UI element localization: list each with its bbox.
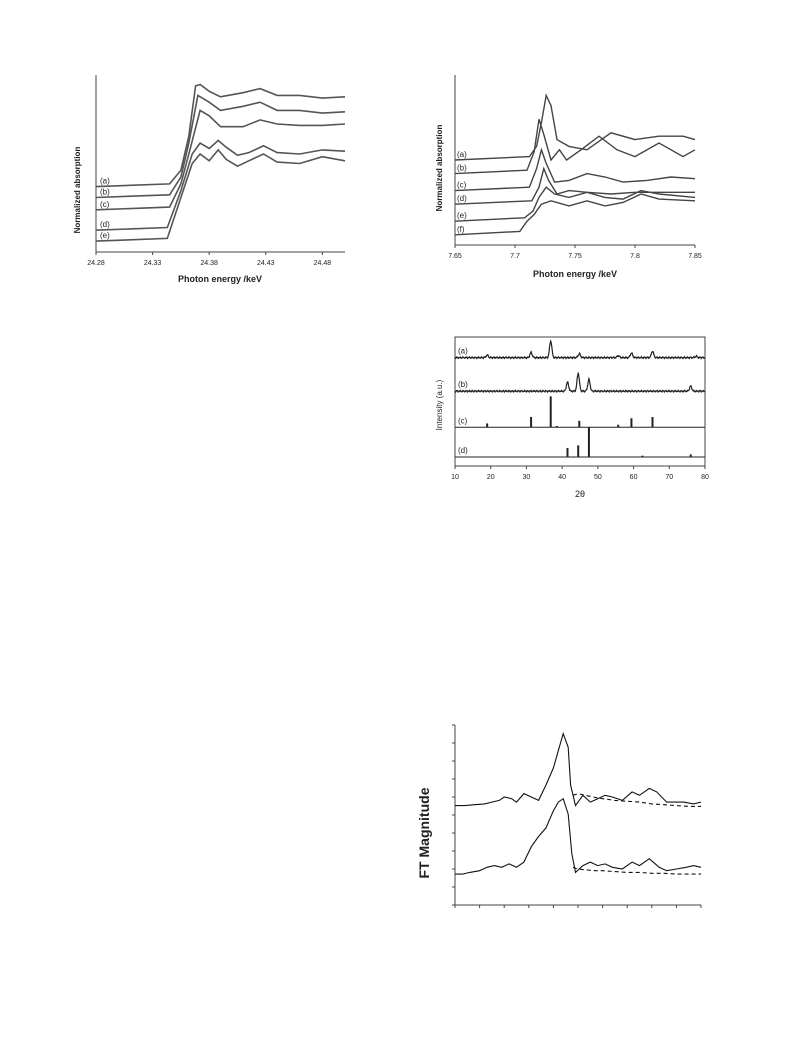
xrd-pattern: [454, 339, 706, 360]
series-line: [454, 93, 696, 161]
series-line: [95, 83, 346, 188]
x-tick-label: 20: [487, 474, 495, 481]
x-tick-label: 24.48: [314, 260, 332, 267]
x-tick-label: 70: [665, 474, 673, 481]
x-tick-label: 24.33: [144, 260, 162, 267]
series-label: (c): [458, 416, 468, 425]
x-tick-label: 80: [701, 474, 709, 481]
x-tick-label: 7.85: [688, 253, 702, 260]
series-label: (b): [457, 164, 467, 173]
series-label: (d): [457, 194, 467, 203]
series-label: (d): [100, 220, 110, 229]
series-label: (c): [457, 181, 467, 190]
series-label: (b): [458, 380, 468, 389]
x-axis-label: Photon energy /keV: [178, 274, 262, 284]
chart-xrd: 10 20 30 40 50 60 70 80 (a) (b) (c) (d) 2θ Intensi…: [435, 336, 709, 499]
experimental-line: [455, 797, 702, 875]
series-line: [95, 94, 346, 199]
x-tick-label: 10: [451, 474, 459, 481]
x-tick-label: 40: [558, 474, 566, 481]
x-tick-label: 60: [630, 474, 638, 481]
x-tick-label: 7.65: [448, 253, 462, 260]
series-label: (b): [100, 188, 110, 197]
series-line: [454, 147, 696, 192]
chart-ft-magnitude: FT Magnitude: [416, 724, 702, 908]
fit-line: [572, 793, 701, 807]
series-label: (a): [100, 177, 110, 186]
series-line: [95, 139, 346, 231]
series-line: [95, 109, 346, 211]
series-label: (e): [457, 211, 467, 220]
x-tick-label: 24.38: [200, 260, 218, 267]
x-tick-label: 7.7: [510, 253, 520, 260]
x-tick-label: 24.43: [257, 260, 275, 267]
y-axis-label: FT Magnitude: [416, 787, 432, 878]
series-line: [454, 186, 696, 222]
y-axis-label: Normalized absorption: [73, 147, 82, 234]
xrd-pattern: [454, 371, 706, 394]
x-axis-label: Photon energy /keV: [533, 269, 617, 279]
series-line: [454, 193, 696, 236]
x-tick-label: 7.8: [630, 253, 640, 260]
series-label: (a): [458, 347, 468, 356]
chart-xanes-high-energy: 24.28 24.33 24.38 24.43 24.48 (a) (b) (c) (d) (e…: [73, 75, 346, 284]
series-label: (a): [457, 150, 467, 159]
chart-xanes-low-energy: 7.65 7.7 7.75 7.8 7.85 (a) (b) (c) (d) (e) (f) Ph…: [435, 75, 702, 279]
series-label: (c): [100, 200, 110, 209]
series-label: (e): [100, 231, 110, 240]
experimental-line: [455, 731, 702, 807]
x-tick-label: 7.75: [568, 253, 582, 260]
y-axis-label: Intensity (a.u.): [435, 379, 444, 430]
series-label: (f): [457, 225, 465, 234]
series-label: (d): [458, 446, 468, 455]
plot-frame: [454, 336, 706, 467]
x-tick-label: 24.28: [87, 260, 105, 267]
series-line: [95, 148, 346, 242]
y-axis-label: Normalized absorption: [435, 125, 444, 212]
x-axis-label: 2θ: [575, 489, 585, 499]
x-tick-label: 30: [523, 474, 531, 481]
series-line: [454, 118, 696, 175]
x-tick-label: 50: [594, 474, 602, 481]
